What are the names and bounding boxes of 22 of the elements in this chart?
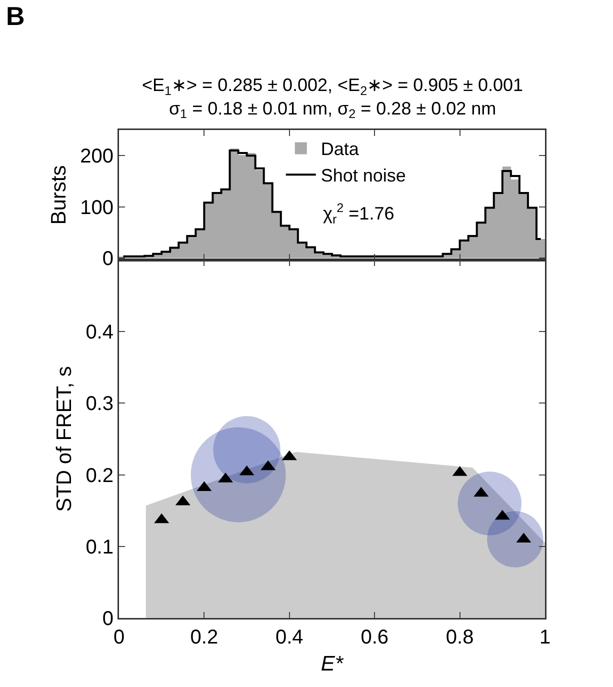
x-tick-label: 0.2 <box>190 626 218 648</box>
x-axis-title: E* <box>320 652 344 676</box>
y-tick-label: 0.1 <box>86 536 114 558</box>
x-tick-label: 0.8 <box>446 626 474 648</box>
y-tick-label: 0.4 <box>86 322 114 344</box>
y-tick-label: 0.2 <box>86 464 114 487</box>
chart-title: <E$_{1}$∗> = 0.285 ± 0.002, <E$_{2}$∗> = 0.905 ± 0.001 <box>142 75 524 98</box>
y-tick-label: 0 <box>102 608 114 630</box>
x-tick-label: 0.6 <box>360 626 389 648</box>
y-tick-label: 200 <box>80 146 114 168</box>
text: B <box>6 1 25 31</box>
y-tick-label: 0.3 <box>86 393 114 416</box>
annotation: χ$_{r}$$^{2}$ =1.76 <box>323 201 394 226</box>
legend-label: Shot noise <box>320 166 406 186</box>
y-tick-label: 100 <box>80 196 114 219</box>
legend-label: Data <box>320 139 360 160</box>
chart-subtitle: σ$_{1}$ = 0.18 ± 0.01 nm, σ$_{2}$ = 0.28 ± 0.02 nm <box>168 98 496 122</box>
x-tick-label: 0.4 <box>275 626 304 648</box>
y-tick-label: 0 <box>102 248 114 270</box>
y-axis-title: Bursts <box>48 165 71 225</box>
y-axis-title: STD of FRET, s <box>53 366 76 512</box>
x-tick-label: 1 <box>539 626 551 648</box>
